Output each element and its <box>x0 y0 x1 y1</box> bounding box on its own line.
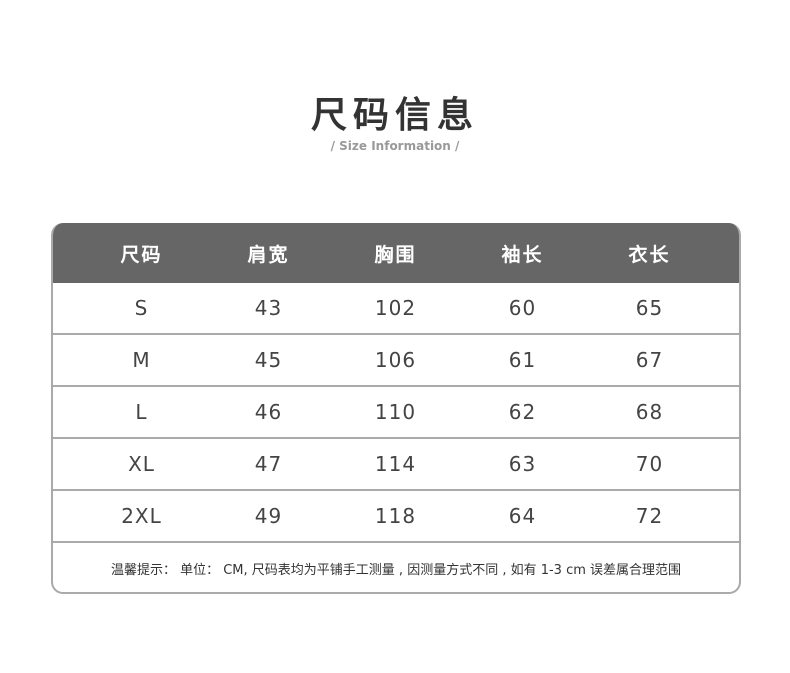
note-text: 温馨提示： 单位： CM, 尺码表均为平铺手工测量 , 因测量方式不同 , 如有… <box>110 562 682 578</box>
table-cell: 46 <box>254 400 283 424</box>
table-cell: 67 <box>635 348 664 372</box>
size-table: 尺码 肩宽 胸围 袖长 衣长 S 43 102 60 65 M 45 106 61 67 L 46 11… <box>51 223 741 594</box>
table-cell: 110 <box>374 400 417 424</box>
table-cell: 63 <box>508 452 537 476</box>
table-row: M 45 106 61 67 <box>53 335 739 387</box>
table-cell: 106 <box>374 348 417 372</box>
header-cell: 肩宽 <box>247 243 290 266</box>
header-cell: 尺码 <box>120 243 163 266</box>
table-row: XL 47 114 63 70 <box>53 439 739 491</box>
table-cell: 2XL <box>121 504 162 528</box>
page-subtitle: / Size Information / <box>330 139 460 153</box>
table-cell: 102 <box>374 296 417 320</box>
table-cell: L <box>135 400 148 424</box>
header-cell: 衣长 <box>628 243 671 266</box>
header-cell: 袖长 <box>501 243 544 266</box>
page-title: 尺码信息 <box>310 95 479 136</box>
table-cell: 68 <box>635 400 664 424</box>
table-cell: 60 <box>508 296 537 320</box>
table-row: L 46 110 62 68 <box>53 387 739 439</box>
table-cell: S <box>134 296 149 320</box>
table-cell: 61 <box>508 348 537 372</box>
header-cell: 胸围 <box>374 243 417 266</box>
table-cell: 43 <box>254 296 283 320</box>
table-cell: 65 <box>635 296 664 320</box>
table-row: S 43 102 60 65 <box>53 283 739 335</box>
table-cell: 114 <box>374 452 417 476</box>
table-cell: 49 <box>254 504 283 528</box>
table-cell: 70 <box>635 452 664 476</box>
table-cell: XL <box>128 452 155 476</box>
table-cell: M <box>132 348 151 372</box>
table-cell: 62 <box>508 400 537 424</box>
table-cell: 47 <box>254 452 283 476</box>
table-cell: 45 <box>254 348 283 372</box>
table-cell: 72 <box>635 504 664 528</box>
table-row: 2XL 49 118 64 72 <box>53 491 739 543</box>
table-cell: 118 <box>374 504 417 528</box>
table-cell: 64 <box>508 504 537 528</box>
table-header: 尺码 肩宽 胸围 袖长 衣长 <box>53 223 739 283</box>
